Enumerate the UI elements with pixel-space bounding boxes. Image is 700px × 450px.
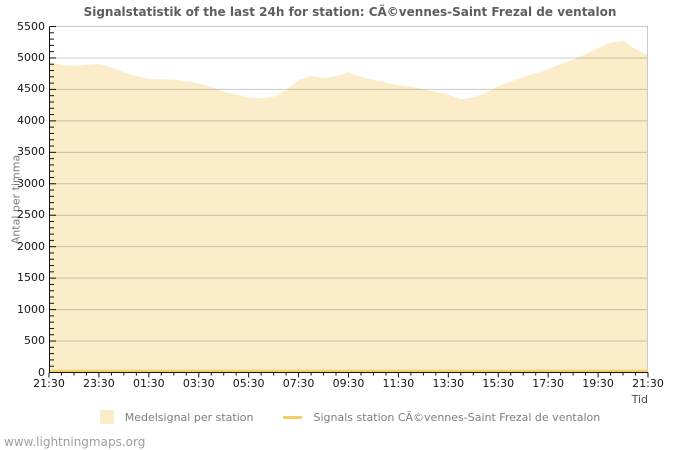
legend-item-mean-signal: Medelsignal per station bbox=[99, 410, 254, 424]
x-tick-label: 05:30 bbox=[232, 377, 265, 390]
x-tick-label: 15:30 bbox=[482, 377, 515, 390]
line-swatch-icon bbox=[283, 415, 303, 419]
legend-item-station-signals: Signals station CÃ©vennes-Saint Frezal d… bbox=[283, 411, 600, 424]
y-tick-label: 2500 bbox=[17, 208, 45, 222]
x-tick-label: 13:30 bbox=[432, 377, 465, 390]
y-tick-label: 2000 bbox=[17, 239, 45, 253]
y-tick-label: 1000 bbox=[17, 302, 45, 316]
x-tick-label: 21:30 bbox=[33, 377, 65, 390]
y-tick-label: 5000 bbox=[17, 50, 45, 64]
y-tick-label: 5500 bbox=[17, 19, 45, 33]
x-tick-label: 03:30 bbox=[182, 377, 215, 390]
y-tick-label: 500 bbox=[24, 334, 45, 348]
x-tick-label: 19:30 bbox=[582, 377, 614, 390]
x-axis-title: Tid bbox=[631, 393, 648, 406]
y-tick-label: 3500 bbox=[17, 145, 45, 159]
chart-title: Signalstatistik of the last 24h for stat… bbox=[83, 5, 617, 19]
x-tick-label: 09:30 bbox=[332, 377, 365, 390]
x-tick-label: 21:30 bbox=[632, 377, 664, 390]
legend-label: Medelsignal per station bbox=[124, 410, 254, 424]
area-series bbox=[49, 41, 648, 373]
plot-area bbox=[48, 26, 649, 378]
x-tick-label: 01:30 bbox=[132, 377, 165, 390]
y-axis-title: Antal per timma bbox=[9, 154, 23, 245]
y-tick-label: 1500 bbox=[17, 271, 45, 285]
y-tick-label: 4500 bbox=[17, 82, 45, 96]
area-swatch-icon bbox=[99, 410, 114, 424]
watermark: www.lightningmaps.org bbox=[4, 435, 146, 449]
x-tick-label: 11:30 bbox=[382, 377, 415, 390]
y-tick-label: 3000 bbox=[17, 176, 45, 190]
x-tick-label: 23:30 bbox=[83, 377, 115, 390]
legend-label: Signals station CÃ©vennes-Saint Frezal d… bbox=[313, 410, 601, 424]
y-tick-label: 4000 bbox=[17, 113, 45, 127]
x-tick-label: 07:30 bbox=[282, 377, 315, 390]
chart-legend: Medelsignal per station Signals station … bbox=[0, 407, 700, 427]
x-tick-label: 17:30 bbox=[532, 377, 564, 390]
y-tick-label: 0 bbox=[38, 365, 45, 379]
